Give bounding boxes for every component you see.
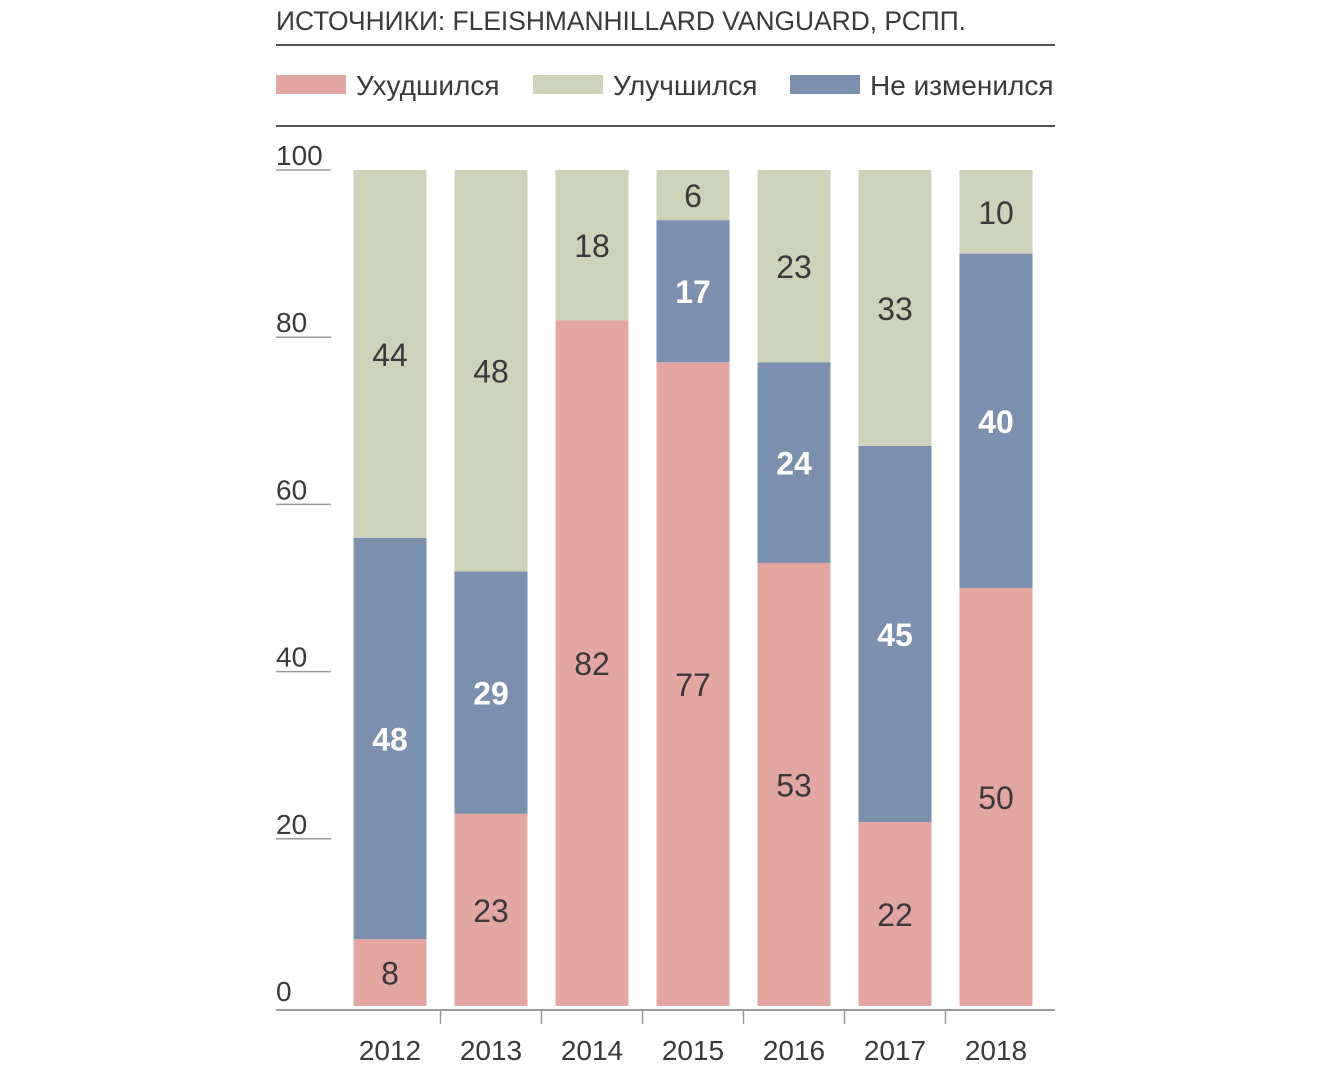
- data-label-2012-не-изменился: 48: [372, 721, 408, 757]
- bars: 8 48 44 23 29 48 82 18 77 17 6 53 24 23 22 45 33 50 40 10: [353, 170, 1033, 1007]
- data-label-2016-ухудшился: 53: [776, 767, 812, 803]
- bar-2016-не-изменился: [757, 362, 831, 563]
- bar-2014-улучшился: [555, 170, 629, 321]
- data-label-2017-улучшился: 33: [877, 291, 913, 327]
- y-tick-label-40: 40: [276, 642, 307, 673]
- x-tick-label-2016: 2016: [763, 1035, 825, 1066]
- bar-2012-улучшился: [353, 170, 427, 538]
- y-tick-label-60: 60: [276, 474, 307, 505]
- data-label-2013-улучшился: 48: [473, 354, 509, 390]
- y-tick-label-20: 20: [276, 809, 307, 840]
- bar-2018-ухудшился: [959, 588, 1033, 1006]
- bar-2012-ухудшился: [353, 939, 427, 1006]
- legend-swatch-улучшился: [533, 75, 603, 94]
- data-label-2018-ухудшился: 50: [978, 780, 1014, 816]
- legend-label-ухудшился: Ухудшился: [356, 70, 500, 101]
- legend-label-улучшился: Улучшился: [613, 70, 757, 101]
- x-tick-label-2018: 2018: [965, 1035, 1027, 1066]
- data-label-2017-не-изменился: 45: [877, 617, 913, 653]
- x-tick-label-2014: 2014: [561, 1035, 623, 1066]
- bar-2018-улучшился: [959, 170, 1033, 254]
- data-label-2017-ухудшился: 22: [877, 897, 913, 933]
- data-label-2014-ухудшился: 82: [574, 646, 610, 682]
- y-tick-label-0: 0: [276, 976, 292, 1007]
- legend: Ухудшился Улучшился Не изменился: [276, 70, 1053, 101]
- x-tick-label-2017: 2017: [864, 1035, 926, 1066]
- data-label-2012-улучшился: 44: [372, 337, 408, 373]
- bar-2016-улучшился: [757, 170, 831, 363]
- y-tick-label-100: 100: [276, 140, 323, 171]
- source-label: ИСТОЧНИКИ: FLEISHMANHILLARD VANGUARD, РС…: [276, 6, 966, 36]
- bar-2014-ухудшился: [555, 320, 629, 1007]
- bar-2013-ухудшился: [454, 813, 528, 1006]
- data-label-2013-не-изменился: 29: [473, 676, 509, 712]
- data-label-2015-не-изменился: 17: [675, 274, 711, 310]
- bar-2017-ухудшился: [858, 822, 932, 1006]
- data-label-2018-улучшился: 10: [978, 195, 1014, 231]
- legend-swatch-не-изменился: [790, 75, 860, 94]
- bar-2015-не-изменился: [656, 220, 730, 363]
- bar-2015-ухудшился: [656, 362, 730, 1006]
- bar-2015-улучшился: [656, 170, 730, 221]
- legend-swatch-ухудшился: [276, 75, 346, 94]
- y-tick-label-80: 80: [276, 307, 307, 338]
- x-axis: 2012 2013 2014 2015 2016 2017 2018: [276, 1009, 1055, 1066]
- data-label-2014-улучшился: 18: [574, 228, 610, 264]
- data-label-2016-не-изменился: 24: [776, 446, 812, 482]
- data-label-2013-ухудшился: 23: [473, 893, 509, 929]
- bar-2013-улучшился: [454, 170, 528, 572]
- bar-2016-ухудшился: [757, 562, 831, 1006]
- x-tick-label-2013: 2013: [460, 1035, 522, 1066]
- y-axis: 0 20 40 60 80 100: [276, 140, 331, 1007]
- bar-2017-улучшился: [858, 170, 932, 446]
- data-label-2018-не-изменился: 40: [978, 404, 1014, 440]
- x-tick-label-2012: 2012: [359, 1035, 421, 1066]
- bar-2013-не-изменился: [454, 571, 528, 814]
- data-label-2016-улучшился: 23: [776, 249, 812, 285]
- bar-2018-не-изменился: [959, 253, 1033, 588]
- x-tick-label-2015: 2015: [662, 1035, 724, 1066]
- legend-label-не-изменился: Не изменился: [870, 70, 1053, 101]
- data-label-2015-ухудшился: 77: [675, 667, 711, 703]
- bar-2012-не-изменился: [353, 537, 427, 940]
- data-label-2012-ухудшился: 8: [381, 956, 399, 992]
- bar-2017-не-изменился: [858, 445, 932, 823]
- data-label-2015-улучшился: 6: [684, 178, 702, 214]
